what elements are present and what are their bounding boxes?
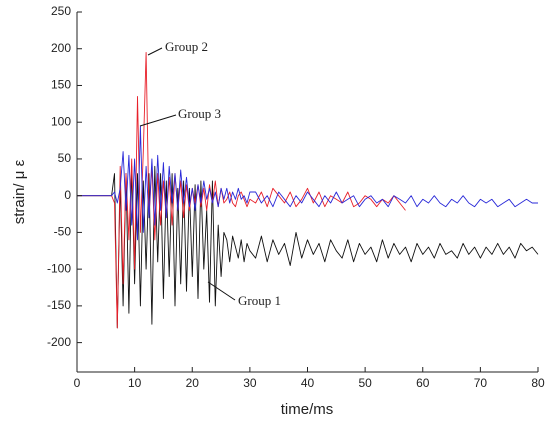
series-line — [77, 125, 538, 241]
leader-line — [207, 281, 236, 301]
y-tick-label: 200 — [51, 41, 71, 55]
y-tick-label: 100 — [51, 114, 71, 128]
plot-area — [77, 51, 539, 329]
series-label: Group 3 — [178, 106, 221, 121]
x-tick-label: 0 — [74, 376, 81, 390]
y-tick-label: -200 — [47, 335, 71, 349]
x-tick-label: 10 — [128, 376, 142, 390]
y-tick-label: 50 — [58, 151, 72, 165]
x-tick-label: 40 — [301, 376, 315, 390]
x-tick-label: 50 — [358, 376, 372, 390]
y-tick-label: 0 — [64, 188, 71, 202]
series-line — [77, 51, 406, 329]
y-axis-title: strain/ μ ε — [11, 159, 28, 224]
leader-line — [147, 47, 163, 56]
x-tick-label: 20 — [186, 376, 200, 390]
series-label: Group 2 — [165, 39, 208, 54]
y-tick-label: 250 — [51, 4, 71, 18]
x-tick-label: 70 — [474, 376, 488, 390]
x-tick-label: 80 — [531, 376, 545, 390]
y-tick-label: -100 — [47, 261, 71, 275]
x-tick-label: 30 — [243, 376, 257, 390]
leader-line — [139, 114, 177, 127]
series-line — [77, 165, 539, 329]
y-tick-label: -50 — [54, 225, 72, 239]
y-tick-label: 150 — [51, 78, 71, 92]
series-label: Group 1 — [238, 293, 281, 308]
x-tick-label: 60 — [416, 376, 430, 390]
y-tick-label: -150 — [47, 298, 71, 312]
x-axis-title: time/ms — [281, 401, 334, 418]
